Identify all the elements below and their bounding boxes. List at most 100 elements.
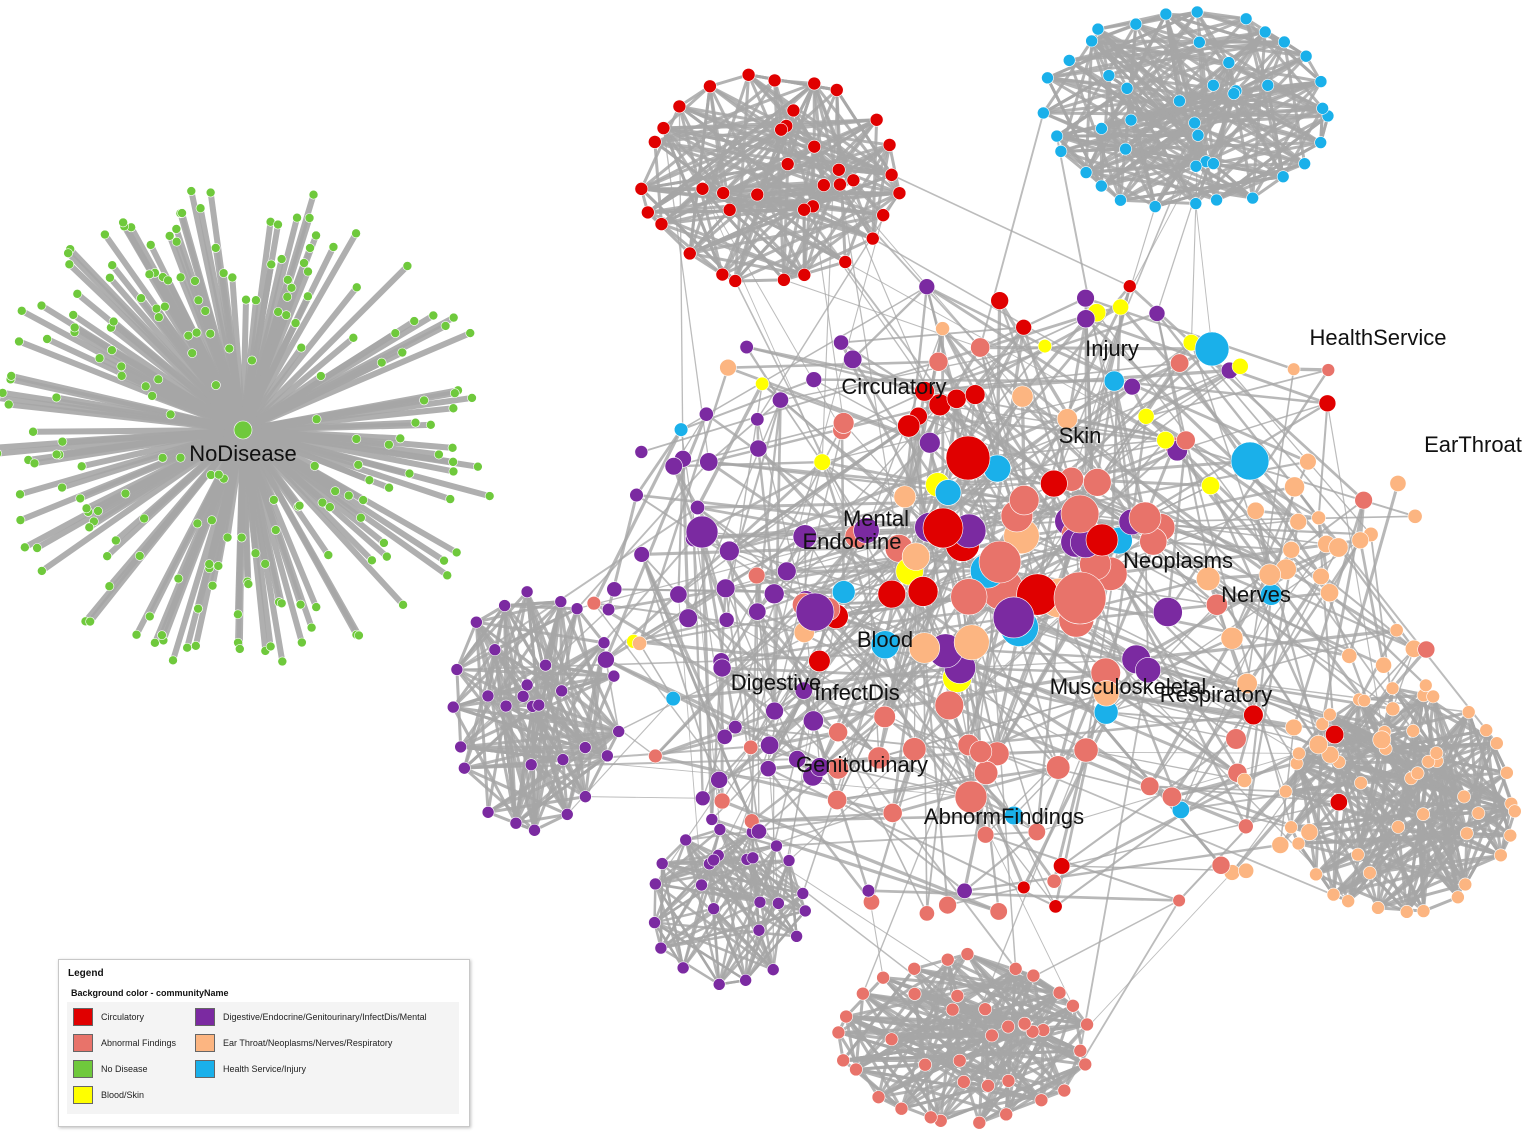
node-community (772, 391, 789, 409)
edge (1085, 749, 1245, 781)
node-nodisease (57, 436, 68, 447)
legend-swatch (73, 1086, 93, 1104)
node-nodisease (243, 579, 254, 589)
node-healthservice (1239, 12, 1253, 26)
node-nodisease (303, 266, 313, 277)
node-nodisease (351, 434, 362, 444)
node-circulatory (654, 217, 669, 231)
node-abnormalfindings (1001, 1019, 1016, 1034)
node-nodisease (224, 343, 235, 354)
node-nodisease (72, 289, 83, 299)
node-community (1308, 735, 1329, 755)
edge (240, 428, 362, 637)
legend-item-circulatory: Circulatory (73, 1008, 144, 1026)
node-circulatory (829, 83, 844, 97)
node-abnormalfindings (839, 1009, 853, 1024)
edge (593, 602, 778, 847)
node-earthroat (1426, 689, 1440, 704)
node-digestive (570, 602, 584, 615)
node-nodisease (306, 622, 317, 633)
edge (773, 400, 782, 712)
node-nodisease (410, 417, 421, 428)
edge (1330, 753, 1516, 813)
edge (900, 1059, 961, 1110)
node-community (1123, 377, 1141, 396)
node-healthservice (1277, 35, 1291, 49)
node-circulatory (833, 177, 847, 192)
edge (455, 668, 533, 766)
node-community (1205, 593, 1228, 616)
edge (755, 575, 777, 712)
edge (768, 547, 900, 746)
node-nodisease (131, 629, 142, 640)
edge (718, 828, 780, 905)
node-community (715, 578, 736, 599)
node-nodisease (434, 449, 444, 460)
node-nodisease (29, 458, 40, 469)
node-nodisease (63, 248, 73, 258)
label-earthroat: EarThroat (1424, 432, 1522, 457)
edge (771, 860, 791, 970)
edge (701, 415, 920, 534)
node-digestive (796, 887, 810, 900)
node-nodisease (440, 321, 451, 331)
node-nodisease (473, 461, 483, 472)
node-community (1015, 318, 1032, 336)
edge (891, 174, 1131, 287)
edge (1097, 10, 1198, 31)
node-earthroat (1508, 804, 1522, 819)
edge (165, 279, 246, 432)
edge (475, 621, 525, 698)
edge (1180, 781, 1362, 811)
node-earthroat (1490, 736, 1504, 751)
label-nerves: Nerves (1221, 582, 1291, 607)
edge (970, 796, 1057, 907)
edge (980, 751, 1299, 754)
edge (786, 110, 795, 165)
node-community (690, 500, 706, 516)
node-community (719, 358, 737, 377)
node-community (748, 566, 766, 585)
node-community (950, 578, 988, 616)
node-digestive (772, 897, 785, 910)
node-nodisease (183, 330, 194, 341)
edge (838, 168, 900, 195)
edge (1061, 738, 1237, 867)
node-circulatory (695, 182, 710, 196)
edge (240, 263, 410, 433)
node-community-hub (922, 507, 964, 549)
node-digestive (516, 690, 530, 703)
node-community (870, 630, 900, 660)
node-community (1123, 279, 1137, 293)
node-circulatory (750, 187, 765, 202)
edge (1144, 485, 1295, 520)
node-healthservice (1193, 35, 1206, 49)
node-digestive (597, 636, 611, 650)
node-community (808, 649, 831, 673)
node-abnormalfindings (1078, 1057, 1093, 1072)
node-nodisease (20, 542, 30, 553)
edge (941, 327, 1147, 520)
edge (1194, 62, 1231, 167)
legend-item-label: No Disease (101, 1064, 148, 1074)
node-abnormalfindings (978, 1002, 993, 1016)
edge (774, 616, 837, 712)
node-community (755, 376, 770, 391)
node-nodisease (165, 409, 176, 420)
node-circulatory (767, 73, 782, 88)
node-community (918, 905, 935, 922)
label-musculoskeletal: Musculoskeletal (1050, 674, 1207, 699)
node-nodisease (364, 475, 375, 485)
node-nodisease (296, 342, 307, 353)
edge (871, 144, 892, 239)
node-community (749, 439, 768, 458)
node-circulatory (715, 267, 730, 282)
node-nodisease (164, 231, 175, 241)
node-nodisease (409, 316, 420, 326)
node-circulatory (716, 186, 730, 200)
edge (1004, 1029, 1045, 1115)
label-digestive: Digestive (731, 670, 821, 695)
node-abnormalfindings (950, 989, 965, 1003)
node-nodisease (107, 260, 118, 270)
node-community (739, 340, 754, 355)
